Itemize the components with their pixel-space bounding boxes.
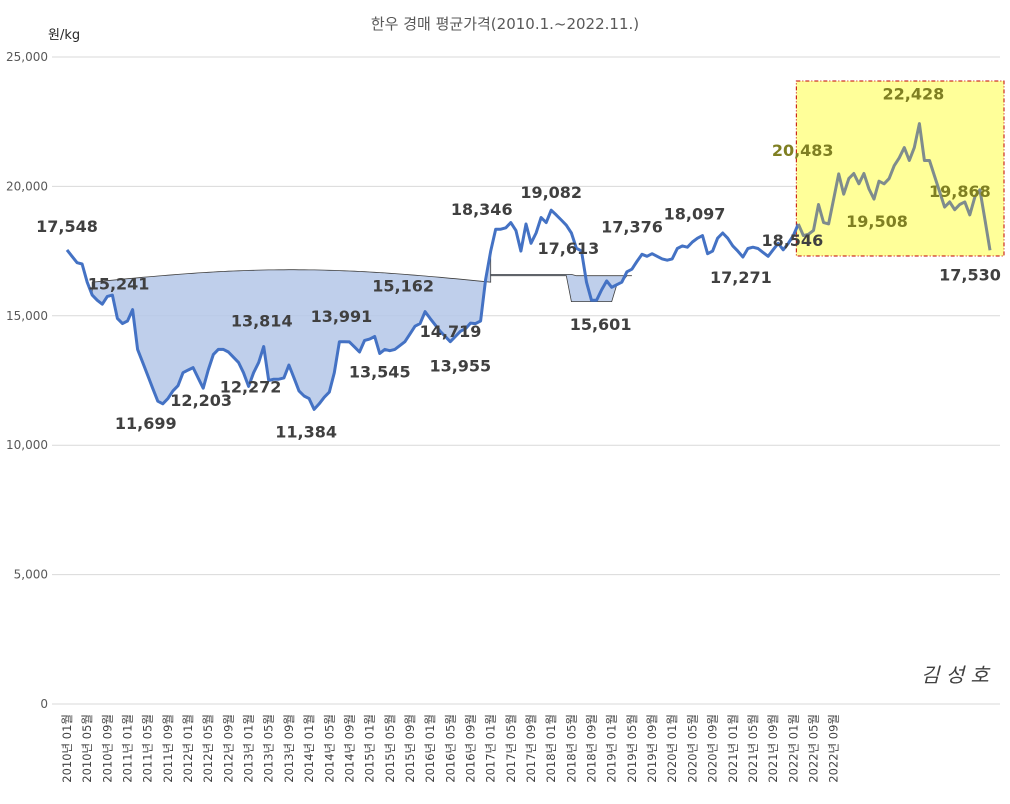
y-tick-label: 0 <box>40 697 48 711</box>
y-axis-ticks: 0 5,000 10,000 15,000 20,000 25,000 <box>6 50 48 711</box>
data-label: 14,719 <box>420 322 482 341</box>
data-label: 15,162 <box>372 277 434 296</box>
x-tick-label: 2010년 05월 <box>80 714 94 783</box>
x-tick-label: 2017년 09월 <box>524 714 538 783</box>
x-tick-label: 2011년 05월 <box>141 714 155 783</box>
chart-title: 한우 경매 평균가격(2010.1.~2022.11.) <box>371 15 639 33</box>
data-label: 15,241 <box>88 275 150 294</box>
x-tick-label: 2017년 05월 <box>504 714 518 783</box>
x-tick-label: 2016년 09월 <box>464 714 478 783</box>
trend-band-shape <box>490 274 632 302</box>
data-label: 17,548 <box>36 217 98 236</box>
highlight-region <box>795 80 1005 257</box>
data-label: 18,097 <box>664 205 726 224</box>
trend-band <box>91 252 632 411</box>
x-tick-label: 2018년 09월 <box>585 714 599 783</box>
data-label: 18,546 <box>761 231 823 250</box>
x-tick-label: 2012년 05월 <box>201 714 215 783</box>
x-tick-label: 2022년 01월 <box>786 714 800 783</box>
x-tick-label: 2011년 09월 <box>161 714 175 783</box>
x-tick-label: 2021년 09월 <box>766 714 780 783</box>
data-label: 12,203 <box>170 391 232 410</box>
x-tick-label: 2022년 05월 <box>807 714 821 783</box>
x-tick-label: 2018년 05월 <box>564 714 578 783</box>
y-tick-label: 20,000 <box>6 179 48 193</box>
data-label: 19,082 <box>520 183 582 202</box>
x-tick-label: 2015년 05월 <box>383 714 397 783</box>
data-label: 20,483 <box>772 141 834 160</box>
x-tick-label: 2016년 01월 <box>423 714 437 783</box>
x-tick-label: 2019년 05월 <box>625 714 639 783</box>
series-line <box>65 122 992 411</box>
x-tick-label: 2015년 09월 <box>403 714 417 783</box>
data-label: 11,384 <box>275 422 337 441</box>
data-label: 19,868 <box>929 182 991 201</box>
data-label: 13,545 <box>349 362 411 381</box>
x-tick-label: 2016년 05월 <box>443 714 457 783</box>
data-label: 18,346 <box>451 200 513 219</box>
x-tick-label: 2014년 05월 <box>322 714 336 783</box>
data-label: 22,428 <box>883 85 945 104</box>
x-tick-label: 2014년 01월 <box>302 714 316 783</box>
x-tick-label: 2019년 09월 <box>645 714 659 783</box>
x-tick-label: 2012년 09월 <box>221 714 235 783</box>
price-line <box>65 208 800 411</box>
x-tick-label: 2021년 01월 <box>726 714 740 783</box>
y-tick-label: 25,000 <box>6 50 48 64</box>
x-tick-label: 2013년 01월 <box>242 714 256 783</box>
data-label: 13,814 <box>231 311 293 330</box>
data-label: 17,613 <box>538 239 600 258</box>
x-tick-label: 2020년 01월 <box>665 714 679 783</box>
x-tick-label: 2010년 01월 <box>60 714 74 783</box>
data-label: 15,601 <box>570 315 632 334</box>
x-tick-label: 2022년 09월 <box>827 714 841 783</box>
y-tick-label: 5,000 <box>14 568 48 582</box>
x-tick-label: 2013년 05월 <box>262 714 276 783</box>
price-line-highlighted <box>796 122 992 251</box>
author-signature: 김 성 호 <box>921 663 991 687</box>
data-label: 17,376 <box>601 217 663 236</box>
data-label: 19,508 <box>846 212 908 231</box>
data-label: 13,991 <box>311 307 373 326</box>
x-tick-label: 2018년 01월 <box>544 714 558 783</box>
data-label: 11,699 <box>115 414 177 433</box>
y-tick-label: 15,000 <box>6 309 48 323</box>
y-axis-unit: 원/kg <box>48 28 80 43</box>
x-tick-label: 2017년 01월 <box>484 714 498 783</box>
highlight-box <box>795 80 1005 257</box>
data-label: 12,272 <box>220 377 282 396</box>
x-tick-label: 2011년 01월 <box>121 714 135 783</box>
x-tick-label: 2013년 09월 <box>282 714 296 783</box>
y-tick-label: 10,000 <box>6 438 48 452</box>
x-tick-label: 2015년 01월 <box>363 714 377 783</box>
data-label: 17,530 <box>939 265 1001 284</box>
x-tick-label: 2010년 09월 <box>100 714 114 783</box>
x-axis-ticks: 2010년 01월 2010년 05월 2010년 09월 2011년 01월 2011… <box>60 714 841 783</box>
data-label: 13,955 <box>429 357 491 376</box>
x-tick-label: 2020년 09월 <box>706 714 720 783</box>
data-label: 17,271 <box>710 268 772 287</box>
x-tick-label: 2012년 01월 <box>181 714 195 783</box>
x-tick-label: 2019년 01월 <box>605 714 619 783</box>
x-tick-label: 2021년 05월 <box>746 714 760 783</box>
x-tick-label: 2020년 05월 <box>685 714 699 783</box>
x-tick-label: 2014년 09월 <box>342 714 356 783</box>
